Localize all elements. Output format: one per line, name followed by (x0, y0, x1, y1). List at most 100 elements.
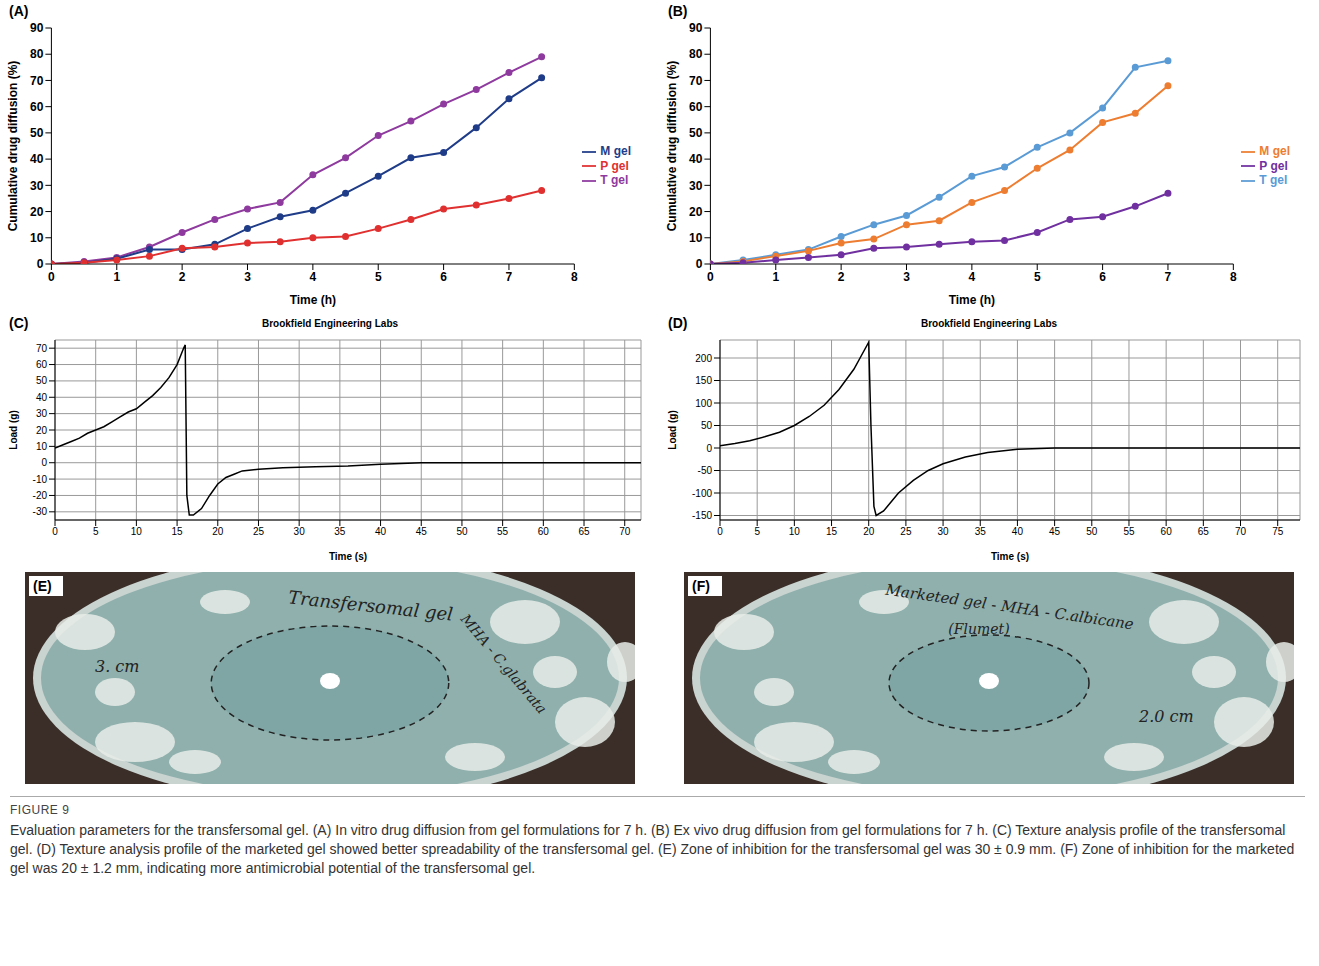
svg-text:60: 60 (1161, 526, 1173, 537)
svg-text:30: 30 (689, 179, 703, 193)
svg-text:2: 2 (179, 270, 186, 284)
svg-text:0: 0 (52, 526, 58, 537)
svg-text:Cumulative drug diffusion (%): Cumulative drug diffusion (%) (665, 61, 679, 232)
svg-text:5: 5 (375, 270, 382, 284)
svg-text:70: 70 (36, 343, 48, 354)
svg-text:Time (h): Time (h) (290, 293, 336, 307)
svg-text:3: 3 (244, 270, 251, 284)
svg-text:60: 60 (538, 526, 550, 537)
svg-text:40: 40 (375, 526, 387, 537)
svg-text:0: 0 (707, 270, 714, 284)
svg-text:20: 20 (36, 425, 48, 436)
svg-text:10: 10 (131, 526, 143, 537)
svg-text:60: 60 (36, 359, 48, 370)
svg-text:10: 10 (30, 231, 44, 245)
svg-text:60: 60 (689, 100, 703, 114)
svg-text:50: 50 (1086, 526, 1098, 537)
svg-text:90: 90 (689, 22, 703, 35)
svg-text:-150: -150 (692, 510, 712, 521)
svg-text:50: 50 (36, 375, 48, 386)
svg-text:(Flumet): (Flumet) (948, 621, 1009, 637)
svg-text:70: 70 (689, 74, 703, 88)
svg-text:Time (s): Time (s) (329, 551, 367, 562)
svg-text:35: 35 (975, 526, 987, 537)
svg-text:100: 100 (695, 398, 712, 409)
svg-text:2.0 cm: 2.0 cm (1138, 707, 1194, 726)
svg-text:6: 6 (1099, 270, 1106, 284)
svg-text:45: 45 (1049, 526, 1061, 537)
svg-text:30: 30 (30, 179, 44, 193)
svg-text:5: 5 (754, 526, 760, 537)
svg-text:15: 15 (826, 526, 838, 537)
svg-text:(F): (F) (692, 578, 710, 594)
svg-text:75: 75 (1272, 526, 1284, 537)
svg-text:70: 70 (1235, 526, 1247, 537)
svg-text:35: 35 (334, 526, 346, 537)
svg-text:6: 6 (440, 270, 447, 284)
svg-text:30: 30 (938, 526, 950, 537)
svg-text:20: 20 (863, 526, 875, 537)
svg-text:7: 7 (506, 270, 513, 284)
svg-text:Load (g): Load (g) (8, 410, 19, 449)
svg-text:30: 30 (36, 408, 48, 419)
svg-text:0: 0 (706, 443, 712, 454)
svg-text:10: 10 (36, 441, 48, 452)
svg-text:55: 55 (497, 526, 509, 537)
svg-text:-30: -30 (33, 506, 48, 517)
svg-text:5: 5 (93, 526, 99, 537)
svg-text:-20: -20 (33, 490, 48, 501)
svg-text:Transfersomal gel: Transfersomal gel (287, 586, 454, 624)
svg-text:25: 25 (900, 526, 912, 537)
svg-text:40: 40 (30, 152, 44, 166)
svg-text:Time (s): Time (s) (991, 551, 1029, 562)
svg-text:25: 25 (253, 526, 265, 537)
svg-text:1: 1 (113, 270, 120, 284)
svg-text:4: 4 (969, 270, 976, 284)
svg-text:20: 20 (212, 526, 224, 537)
svg-text:10: 10 (789, 526, 801, 537)
svg-text:65: 65 (578, 526, 590, 537)
svg-text:50: 50 (30, 126, 44, 140)
svg-text:70: 70 (30, 74, 44, 88)
svg-text:MHA - C.glabrata: MHA - C.glabrata (457, 610, 550, 717)
svg-text:40: 40 (1012, 526, 1024, 537)
svg-text:Time (h): Time (h) (949, 293, 995, 307)
svg-text:50: 50 (701, 420, 713, 431)
svg-text:50: 50 (456, 526, 468, 537)
svg-text:-50: -50 (698, 465, 713, 476)
svg-text:8: 8 (571, 270, 578, 284)
svg-text:20: 20 (689, 205, 703, 219)
svg-text:55: 55 (1123, 526, 1135, 537)
svg-text:30: 30 (294, 526, 306, 537)
svg-text:0: 0 (717, 526, 723, 537)
svg-text:40: 40 (36, 392, 48, 403)
svg-text:-10: -10 (33, 474, 48, 485)
svg-text:8: 8 (1230, 270, 1237, 284)
svg-text:50: 50 (689, 126, 703, 140)
svg-text:90: 90 (30, 22, 44, 35)
svg-text:80: 80 (689, 47, 703, 61)
svg-text:80: 80 (30, 47, 44, 61)
svg-text:4: 4 (310, 270, 317, 284)
svg-text:2: 2 (838, 270, 845, 284)
svg-text:3: 3 (903, 270, 910, 284)
svg-text:0: 0 (48, 270, 55, 284)
svg-text:150: 150 (695, 375, 712, 386)
svg-text:0: 0 (41, 457, 47, 468)
svg-text:70: 70 (619, 526, 631, 537)
svg-text:0: 0 (37, 257, 44, 271)
svg-text:65: 65 (1198, 526, 1210, 537)
svg-text:40: 40 (689, 152, 703, 166)
svg-text:-100: -100 (692, 488, 712, 499)
svg-text:200: 200 (695, 353, 712, 364)
svg-text:10: 10 (689, 231, 703, 245)
svg-text:(E): (E) (33, 578, 52, 594)
svg-text:5: 5 (1034, 270, 1041, 284)
svg-text:Cumulative drug diffusion (%): Cumulative drug diffusion (%) (6, 61, 20, 232)
svg-text:Load (g): Load (g) (667, 410, 678, 449)
svg-text:60: 60 (30, 100, 44, 114)
svg-text:15: 15 (172, 526, 184, 537)
svg-text:1: 1 (772, 270, 779, 284)
svg-text:20: 20 (30, 205, 44, 219)
svg-text:45: 45 (416, 526, 428, 537)
